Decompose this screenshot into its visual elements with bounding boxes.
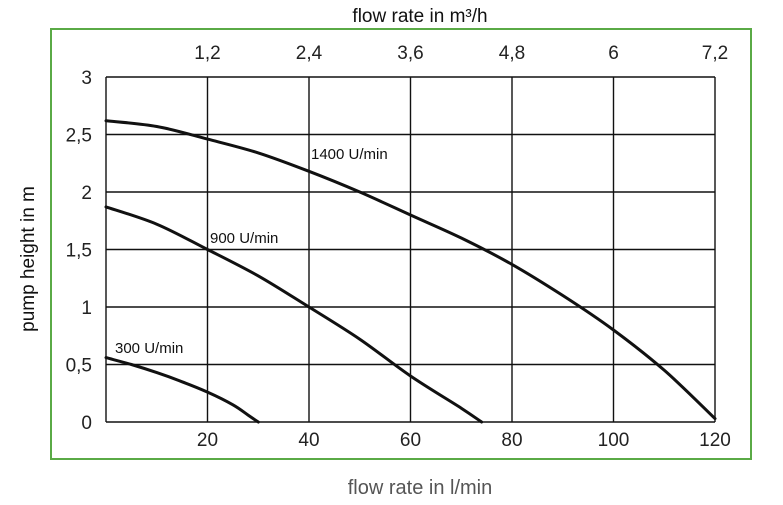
top-tick-label: 2,4 bbox=[296, 43, 323, 64]
x-axis-title: flow rate in l/min bbox=[348, 477, 493, 499]
series-line bbox=[104, 356, 260, 424]
series-label: 1400 U/min bbox=[311, 146, 388, 163]
series-curves bbox=[104, 119, 717, 424]
top-tick-label: 3,6 bbox=[397, 43, 423, 64]
x-tick-label: 100 bbox=[598, 430, 630, 451]
top-tick-label: 4,8 bbox=[499, 43, 525, 64]
y-tick-label: 0 bbox=[81, 413, 92, 434]
y-tick-label: 2 bbox=[81, 183, 92, 204]
y-tick-label: 2,5 bbox=[66, 126, 92, 147]
y-axis-title: pump height in m bbox=[18, 186, 39, 332]
top-axis-title: flow rate in m³/h bbox=[352, 6, 487, 27]
series-label: 300 U/min bbox=[115, 340, 183, 357]
top-tick-label: 7,2 bbox=[702, 43, 728, 64]
y-tick-label: 3 bbox=[81, 68, 92, 89]
series-line bbox=[104, 119, 717, 421]
y-tick-label: 1,5 bbox=[66, 241, 92, 262]
series-label: 900 U/min bbox=[210, 230, 278, 247]
x-tick-label: 80 bbox=[501, 430, 522, 451]
tick-labels: 20 40 60 80 100 120 1,2 2,4 3,6 4,8 6 7,2 0 0,5 1 1,5 2 2… bbox=[66, 43, 731, 451]
x-tick-label: 40 bbox=[298, 430, 319, 451]
x-tick-label: 120 bbox=[699, 430, 731, 451]
x-tick-label: 20 bbox=[197, 430, 218, 451]
top-tick-label: 6 bbox=[608, 43, 619, 64]
series-line bbox=[104, 205, 484, 424]
y-tick-label: 1 bbox=[81, 298, 92, 319]
x-tick-label: 60 bbox=[400, 430, 421, 451]
y-tick-label: 0,5 bbox=[66, 356, 92, 377]
chart-frame bbox=[50, 28, 752, 460]
top-tick-label: 1,2 bbox=[194, 43, 220, 64]
